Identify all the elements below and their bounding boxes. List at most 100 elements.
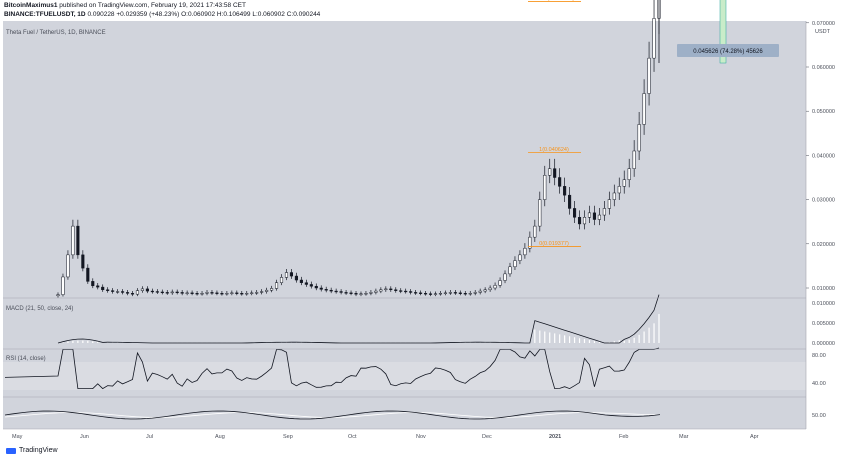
y-tick-label: 0.050000 [812, 109, 835, 115]
candle-body [592, 212, 596, 220]
candle-body [255, 292, 259, 294]
symbol-line: BINANCE:TFUELUSDT, 1D 0.090228 +0.029359… [4, 11, 320, 19]
y-tick-label: 0.030000 [812, 198, 835, 204]
candle-body [419, 292, 423, 294]
candle-body [96, 285, 100, 288]
candle-body [379, 289, 383, 292]
candle-body [577, 217, 582, 225]
high-label: H: [216, 11, 224, 18]
candle-body [443, 292, 447, 294]
chart-background [3, 21, 806, 429]
candle-body [587, 212, 592, 218]
candle-body [210, 292, 214, 294]
fib-level-label: 1(0.040624) [539, 147, 569, 153]
candle-body [642, 93, 646, 125]
symbol: BINANCE:TFUELUSDT, 1D [4, 11, 86, 18]
candle-body [279, 277, 284, 283]
candle-body [225, 293, 229, 295]
fib-level-label: 2.618(0.074832) [534, 0, 575, 2]
published-text: published on TradingView.com, February 1… [59, 2, 246, 9]
candle-body [468, 293, 472, 295]
candle-body [220, 293, 224, 295]
candle-body [374, 290, 378, 293]
macd-line [57, 294, 660, 344]
candle-body [215, 292, 219, 294]
candle-body [230, 292, 234, 294]
candle-body [553, 168, 557, 178]
candle-body [543, 175, 547, 200]
candle-body [329, 289, 333, 292]
candle-body [235, 292, 239, 294]
measure-label: 0.045626 (74.28%) 45626 [693, 49, 763, 55]
candle-body [71, 225, 75, 256]
candle-body [200, 293, 204, 295]
candle-body [180, 292, 184, 294]
candle-body [76, 225, 80, 256]
candle-body [294, 275, 298, 281]
candle-body [508, 266, 512, 275]
candle-body [533, 225, 537, 238]
candle-body [414, 292, 418, 294]
candle-body [523, 247, 527, 256]
candle-body [250, 292, 254, 294]
candle-body [339, 291, 343, 293]
y-tick-label: 0.010000 [812, 286, 835, 292]
candle-body [265, 289, 269, 292]
candle-body [558, 177, 562, 187]
candle-body [155, 291, 159, 293]
axes: USDT 0.010000 0.020000 0.030000 0.040000 0.05… [3, 21, 835, 440]
price-chart-title: Theta Fuel / TetherUS, 1D, BINANCE [6, 30, 106, 36]
candle-body [359, 293, 363, 295]
candle-body [314, 285, 318, 289]
candle-body [518, 254, 522, 261]
low-value: 0.060902 [257, 11, 285, 18]
candle-body [364, 293, 368, 295]
footer: TradingView [6, 447, 58, 454]
candle-body [289, 272, 293, 277]
candle-body [140, 288, 144, 291]
macd-y-tick-label: 0.010000 [812, 301, 835, 307]
candle-body [81, 254, 85, 269]
candle-body [622, 179, 626, 187]
candle-body [389, 288, 393, 291]
macd-panel: MACD (21, 50, close, 24) 0.010000 0.005000… [6, 294, 835, 347]
y-tick-label: 0.070000 [812, 21, 835, 27]
candle-body [240, 293, 244, 295]
candle-body [568, 194, 572, 209]
candle-body [404, 290, 408, 293]
candle-body [344, 292, 348, 294]
brand-name[interactable]: TradingView [19, 447, 58, 454]
candle-body [513, 260, 517, 268]
candle-body [304, 282, 308, 285]
candle-body [260, 291, 264, 293]
author-name[interactable]: BitcoinMaximus1 [4, 2, 58, 9]
tradingview-logo-icon[interactable] [6, 447, 16, 454]
price-change: +0.029359 (+48.23%) [116, 11, 180, 18]
x-tick-label: Jul [146, 434, 153, 440]
candle-body [86, 267, 90, 282]
candle-body [538, 199, 542, 227]
candle-body [309, 284, 313, 287]
candle-body [424, 293, 428, 295]
x-tick-label: Nov [416, 434, 426, 440]
candle-body [116, 291, 120, 293]
candle-body [428, 293, 433, 295]
candle-body [61, 276, 65, 295]
macd-title: MACD (21, 50, close, 24) [6, 306, 73, 312]
y-tick-label: 0.040000 [812, 153, 835, 159]
y-tick-label: 0.020000 [812, 242, 835, 248]
candle-body [91, 281, 95, 287]
x-tick-label: Feb [619, 434, 628, 440]
candle-body [458, 292, 462, 294]
candle-body [299, 279, 303, 283]
measure-label-box [677, 44, 779, 57]
candle-body [483, 289, 487, 292]
candle-body [334, 290, 338, 293]
candle-body [493, 285, 497, 289]
y-unit-label: USDT [815, 29, 831, 35]
open-value: 0.060902 [187, 11, 216, 18]
candle-body [597, 214, 601, 220]
last-price: 0.090228 [87, 11, 115, 18]
candle-body [607, 199, 611, 209]
